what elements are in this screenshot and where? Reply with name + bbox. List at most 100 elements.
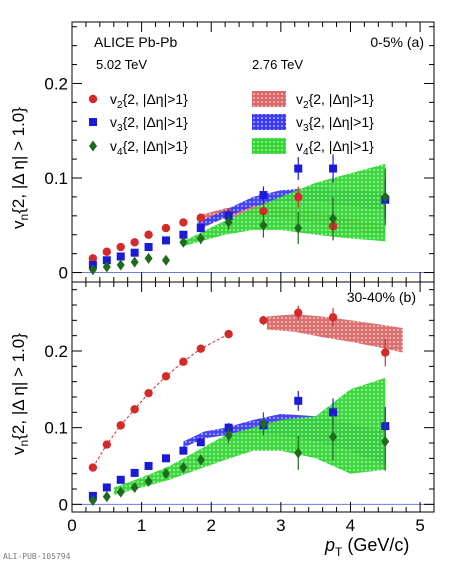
y-axis-title-b: vn{2, |Δ η| > 1.0} [9, 333, 31, 455]
experiment-label: ALICE Pb-Pb [94, 34, 177, 50]
point-v2_502 [161, 223, 171, 233]
point-v3_502 [294, 164, 303, 173]
point-v4_502 [144, 475, 153, 487]
point-v2_502 [102, 440, 112, 449]
point-v2_502 [88, 463, 98, 472]
panel-a-bands [183, 163, 386, 247]
y-title-b-rest: {2, |Δ η| > 1.0} [9, 333, 28, 440]
legend-label-v2-276: v2{2, |Δη|>1} [296, 91, 374, 111]
point-v4_502 [161, 254, 170, 266]
panel-b-bands [113, 314, 403, 496]
legend-marker-v4-502 [89, 140, 97, 152]
legend-label-v4-276: v4{2, |Δη|>1} [296, 138, 374, 158]
panel-a-label: 0-5% (a) [370, 34, 424, 50]
y-title-a-main: v [9, 220, 28, 229]
legend-header-502: 5.02 TeV [96, 57, 147, 72]
point-v3_502 [259, 191, 268, 200]
y-title-a-sub: n [17, 214, 31, 221]
point-v4_502 [294, 447, 303, 459]
panel-a-axes: 0 0.1 0.2 [44, 21, 435, 283]
point-v2_502 [130, 405, 139, 414]
y-title-b-sub: n [17, 440, 31, 447]
band-v2_276 [266, 314, 403, 353]
legend-marker-v2-502 [88, 94, 98, 104]
point-v4_502 [294, 222, 303, 234]
point-v4_502 [88, 495, 97, 506]
panel-b-plot: 0 0.1 0.2 0 1 2 3 4 5 30-40% (b) [44, 281, 435, 535]
point-v2_502 [102, 247, 112, 256]
point-v3_502 [196, 438, 205, 447]
point-v2_502 [294, 192, 303, 202]
point-v3_502 [196, 224, 205, 233]
point-v3_502 [144, 462, 153, 470]
y-tick-label: 0.2 [44, 342, 68, 361]
y-tick-label: 0.2 [44, 74, 68, 93]
legend: v2{2, |Δη|>1} v3{2, |Δη|>1} v4{2, |Δη|>1} v… [88, 91, 374, 158]
x-title-sub: T [335, 545, 343, 559]
point-v3_502 [102, 256, 111, 265]
panel-a-plot: 0 0.1 0.2 ALICE Pb-Pb 0-5% (a) 5.02 TeV 2.… [44, 21, 435, 283]
point-v2_502 [294, 308, 303, 317]
legend-header-276: 2.76 TeV [252, 57, 303, 72]
point-v2_502 [381, 348, 390, 357]
x-tick-label: 2 [206, 516, 215, 535]
point-v3_502 [130, 248, 139, 257]
y-title-b-main: v [9, 446, 28, 455]
point-v2_502 [116, 242, 125, 252]
point-v4_502 [381, 191, 390, 203]
point-v4_502 [144, 252, 153, 264]
point-v4_502 [381, 435, 390, 447]
point-v2_502 [88, 254, 98, 263]
panel-b-data-points [88, 305, 390, 506]
point-v2_502 [196, 213, 205, 222]
x-title-unit: (GeV/c) [342, 535, 409, 555]
point-v3_502 [116, 475, 125, 484]
point-v4_502 [102, 261, 111, 273]
point-v3_502 [179, 446, 188, 455]
point-v4_502 [329, 431, 338, 443]
x-axis-title: pT (GeV/c) [324, 535, 409, 559]
panel-a-data-points [88, 154, 390, 276]
point-v4_502 [224, 216, 233, 228]
y-tick-label: 0 [59, 264, 68, 283]
point-v4_502 [179, 236, 188, 248]
point-v2_502 [224, 329, 233, 339]
legend-label-v2-502: v2{2, |Δη|>1} [110, 91, 188, 111]
panel-b-label: 30-40% (b) [347, 289, 416, 305]
legend-marker-v3-502 [89, 118, 97, 126]
legend-label-v3-502: v3{2, |Δη|>1} [110, 114, 188, 134]
point-v4_502 [179, 462, 188, 474]
point-v4_502 [116, 486, 125, 498]
point-v4_502 [88, 264, 97, 276]
x-title-main: p [324, 535, 335, 555]
point-v2_502 [144, 230, 153, 239]
legend-swatch-v3-276 [252, 114, 286, 130]
y-axis-title-a: vn{2, |Δ η| > 1.0} [9, 107, 31, 229]
point-v4_502 [196, 233, 205, 245]
point-v3_502 [161, 236, 170, 245]
point-v3_502 [329, 164, 338, 173]
point-v2_502 [161, 372, 171, 381]
panel-b-axes: 0 0.1 0.2 0 1 2 3 4 5 [44, 281, 435, 535]
point-v4_502 [259, 418, 268, 430]
x-tick-label: 0 [67, 516, 76, 535]
point-v4_502 [130, 256, 139, 268]
point-v3_502 [329, 408, 338, 417]
point-v2_502 [130, 238, 139, 247]
legend-swatch-v2-276 [252, 91, 286, 107]
point-v2_502 [179, 218, 188, 227]
point-v4_502 [130, 481, 139, 493]
point-v3_502 [179, 230, 188, 239]
x-tick-label: 5 [415, 516, 424, 535]
point-v2_502 [144, 388, 153, 398]
y-tick-label: 0 [59, 495, 68, 514]
publication-id: ALI-PUB-105794 [3, 552, 71, 561]
y-title-a-rest: {2, |Δ η| > 1.0} [9, 107, 28, 214]
point-v3_502 [130, 468, 139, 477]
point-v4_502 [116, 259, 125, 271]
point-v2_502 [259, 206, 268, 216]
point-v4_502 [161, 468, 170, 480]
band-v4_276 [183, 163, 386, 247]
point-v3_502 [294, 396, 303, 405]
point-v3_502 [116, 252, 125, 261]
